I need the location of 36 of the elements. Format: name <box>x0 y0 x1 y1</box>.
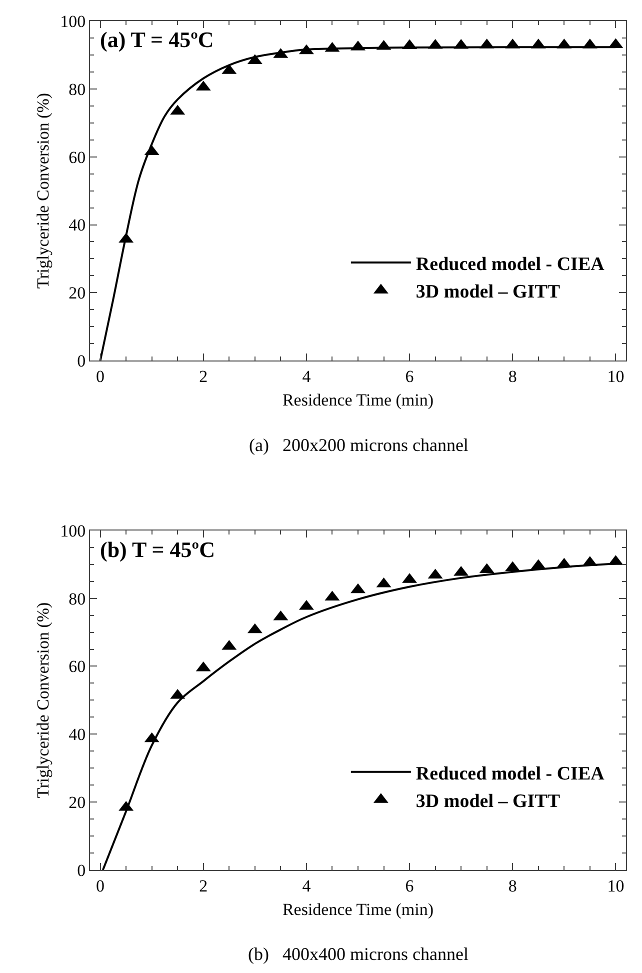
x-tick-label: 6 <box>405 876 414 896</box>
x-tick-label: 10 <box>607 367 624 386</box>
x-tick-label: 10 <box>607 876 624 896</box>
x-axis-title: Residence Time (min) <box>282 900 434 919</box>
y-tick-label: 40 <box>68 725 86 744</box>
y-tick-label: 40 <box>68 216 86 235</box>
y-axis-title: Triglyceride Conversion (%) <box>34 92 53 289</box>
y-tick-label: 60 <box>68 657 86 676</box>
y-tick-label: 20 <box>68 793 86 812</box>
x-tick-label: 2 <box>199 367 208 386</box>
y-tick-label: 60 <box>68 148 86 167</box>
y-tick-label: 0 <box>77 860 86 880</box>
x-tick-label: 0 <box>96 876 105 896</box>
chart-title: (a) T = 45ºC <box>100 27 214 52</box>
y-tick-label: 80 <box>68 80 86 99</box>
x-tick-label: 6 <box>405 367 414 386</box>
y-tick-label: 100 <box>60 12 86 31</box>
legend-label: 3D model – GITT <box>416 282 560 303</box>
x-tick-label: 8 <box>508 367 517 386</box>
legend-label: 3D model – GITT <box>416 791 560 812</box>
y-axis-title: Triglyceride Conversion (%) <box>34 602 53 798</box>
y-tick-label: 20 <box>68 284 86 303</box>
x-tick-label: 8 <box>508 876 517 896</box>
x-tick-label: 4 <box>302 876 312 896</box>
chart-title: (b) T = 45ºC <box>100 537 215 562</box>
y-tick-label: 100 <box>60 521 86 540</box>
y-tick-label: 80 <box>68 589 86 608</box>
text: (a) 200x200 microns channel <box>249 435 468 455</box>
y-tick-label: 0 <box>77 352 86 371</box>
legend-label: Reduced model - CIEA <box>416 254 605 275</box>
legend-label: Reduced model - CIEA <box>416 763 605 784</box>
x-tick-label: 0 <box>96 367 105 386</box>
x-tick-label: 4 <box>302 367 312 386</box>
x-tick-label: 2 <box>199 876 208 896</box>
text: (b) 400x400 microns channel <box>248 944 468 964</box>
x-axis-title: Residence Time (min) <box>282 390 434 410</box>
